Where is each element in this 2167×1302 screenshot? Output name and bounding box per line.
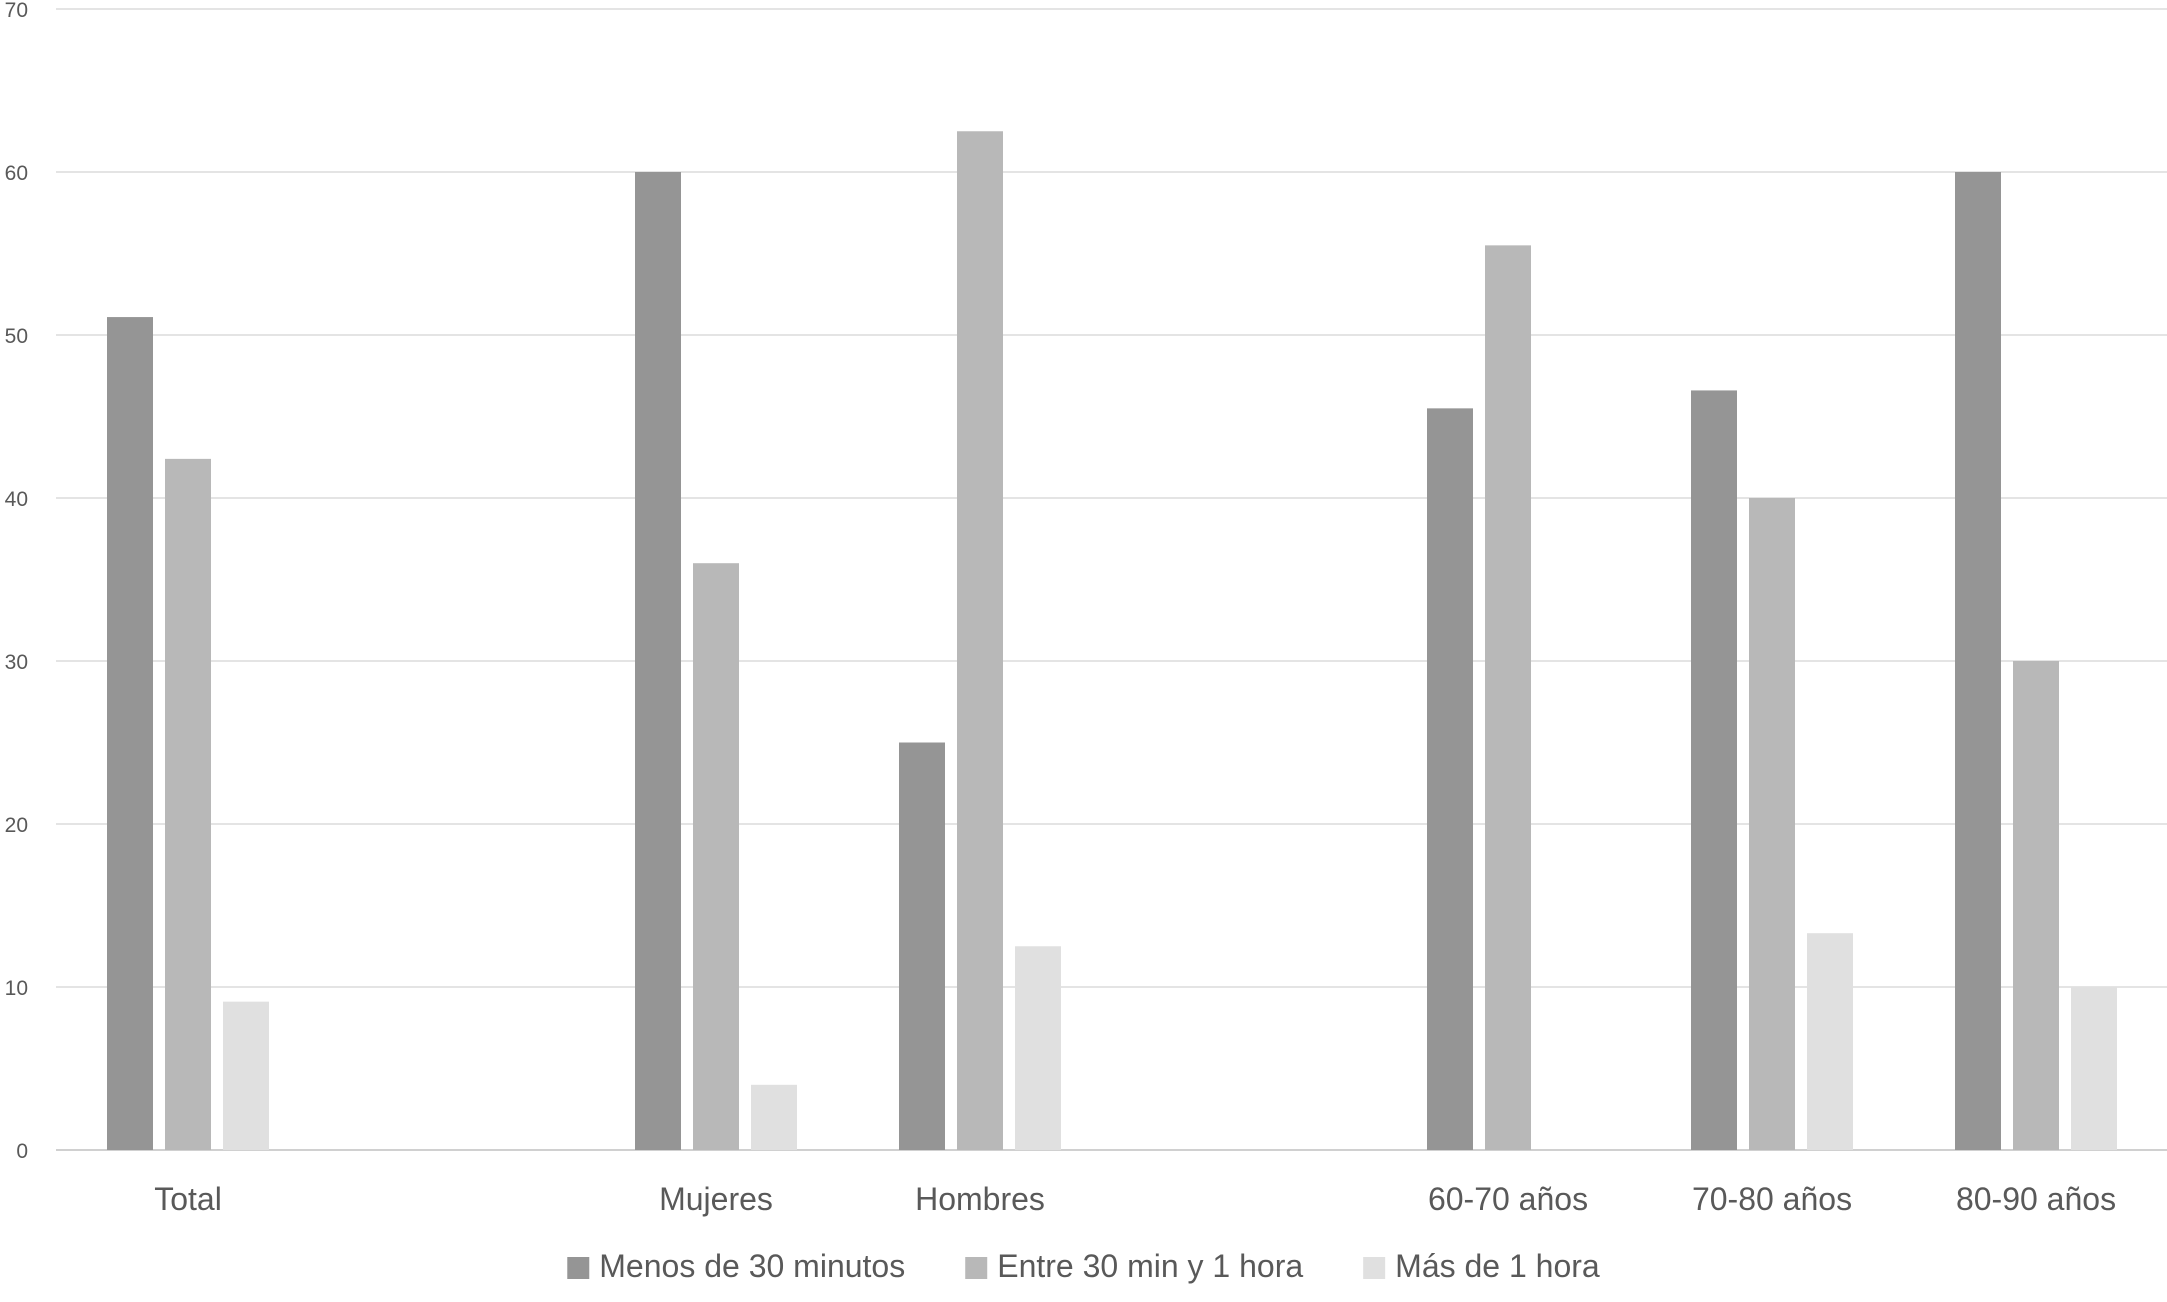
bar	[957, 131, 1003, 1150]
legend-label: Menos de 30 minutos	[599, 1248, 905, 1284]
bar	[1807, 933, 1853, 1150]
y-tick-label: 20	[5, 814, 28, 837]
bar	[165, 458, 211, 1150]
y-tick-label: 60	[5, 162, 28, 185]
x-tick-label: Total	[154, 1181, 222, 1217]
y-axis-ticks: 0 10 20 30 40 50 60 70	[5, 0, 28, 1163]
y-tick-label: 10	[5, 977, 28, 1000]
y-tick-label: 70	[5, 0, 28, 22]
legend-item: Menos de 30 minutos	[567, 1248, 905, 1284]
bars	[107, 131, 2117, 1151]
legend-label: Entre 30 min y 1 hora	[997, 1248, 1303, 1284]
legend-item: Entre 30 min y 1 hora	[965, 1248, 1303, 1284]
bar	[1749, 498, 1795, 1150]
legend-swatch	[1363, 1257, 1386, 1279]
y-tick-label: 0	[16, 1140, 28, 1163]
x-tick-label: 60-70 años	[1428, 1181, 1588, 1217]
bar	[223, 1001, 269, 1150]
bar	[751, 1084, 797, 1150]
bar	[1691, 390, 1737, 1150]
y-tick-label: 30	[5, 651, 28, 674]
bar	[1427, 408, 1473, 1151]
y-tick-label: 50	[5, 325, 28, 348]
bar	[107, 317, 153, 1150]
x-tick-label: 80-90 años	[1956, 1181, 2116, 1217]
bar	[899, 742, 945, 1150]
legend-swatch	[965, 1257, 988, 1279]
bar	[635, 172, 681, 1150]
x-tick-label: 70-80 años	[1692, 1181, 1852, 1217]
bar	[1955, 172, 2001, 1150]
legend: Menos de 30 minutos Entre 30 min y 1 hora…	[567, 1248, 1600, 1284]
x-tick-label: Mujeres	[659, 1181, 773, 1217]
x-axis-ticks: Total Mujeres Hombres 60-70 años 70-80 años 8…	[154, 1181, 2116, 1217]
bar	[1015, 946, 1061, 1150]
bar	[2071, 987, 2117, 1150]
bar	[693, 563, 739, 1150]
x-tick-label: Hombres	[915, 1181, 1045, 1217]
legend-swatch	[567, 1257, 590, 1279]
legend-label: Más de 1 hora	[1395, 1248, 1600, 1284]
y-tick-label: 40	[5, 488, 28, 511]
bar	[2013, 661, 2059, 1150]
legend-item: Más de 1 hora	[1363, 1248, 1600, 1284]
bar	[1485, 245, 1531, 1151]
